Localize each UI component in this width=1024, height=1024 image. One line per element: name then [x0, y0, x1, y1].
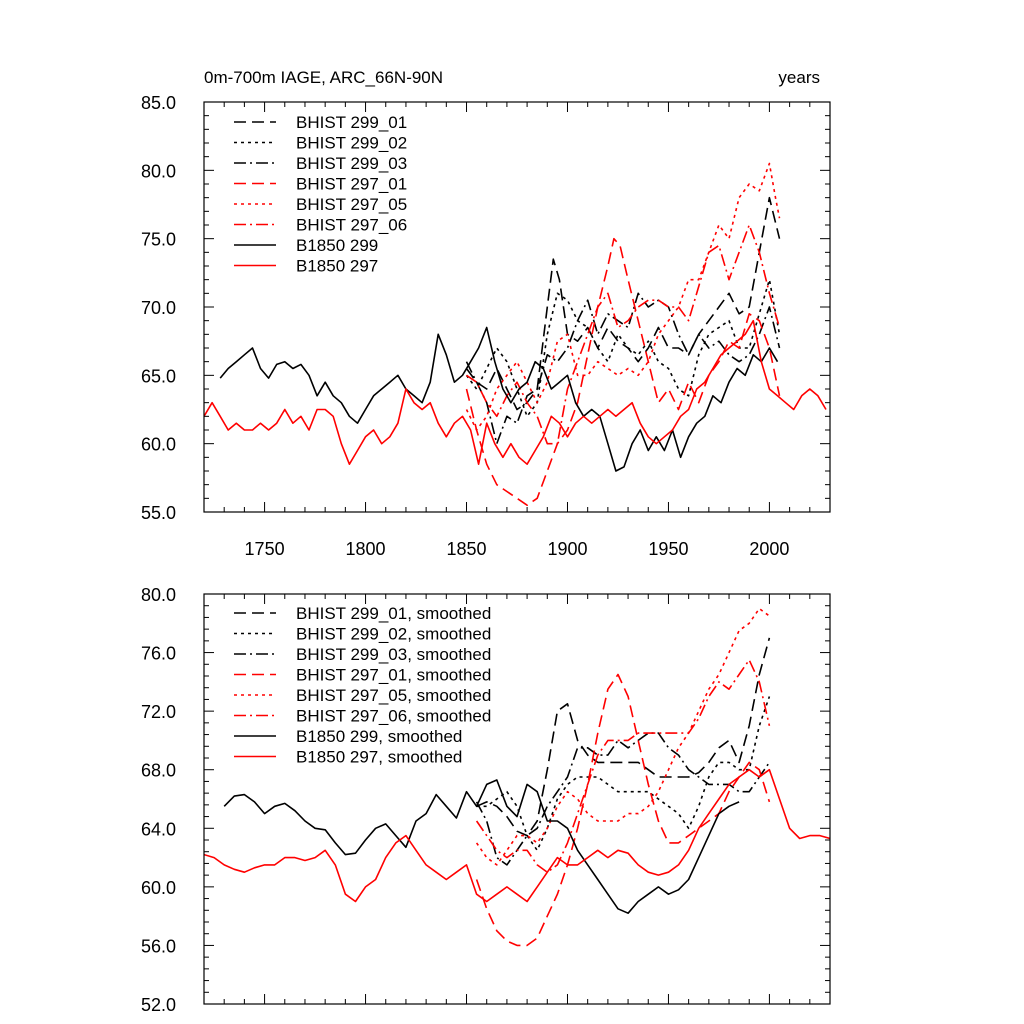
series-line-0: [465, 196, 781, 411]
legend: BHIST 299_01, smoothed BHIST 299_02, smoo…: [234, 604, 491, 767]
y-tick-label: 80.0: [141, 585, 176, 605]
axes: 52.0 56.0 60.0 64.0 68.0 72.0 76.0 80.0: [141, 585, 831, 1015]
chart-title-left: 0m-700m IAGE, ARC_66N-90N: [204, 68, 443, 87]
legend-entry: B1850 297, smoothed: [234, 748, 462, 767]
x-tick-label: 2000: [749, 539, 789, 559]
series-line-4: [465, 162, 781, 431]
legend-entry: BHIST 297_01: [234, 175, 407, 194]
series-line-1: [476, 696, 771, 852]
legend-label: B1850 299: [296, 236, 378, 255]
bottom-chart: 52.0 56.0 60.0 64.0 68.0 72.0 76.0 80.0 BHIST 2…: [141, 585, 831, 1015]
x-tick-label: 1800: [346, 539, 386, 559]
top-chart: 0m-700m IAGE, ARC_66N-90N years 1750 1800…: [141, 68, 831, 559]
axes: 1750 1800 1850 1900 1950 2000 55.0 60.0 65.0 70.0…: [141, 93, 831, 559]
series-line-0: [476, 637, 771, 837]
legend-label: BHIST 299_02: [296, 134, 407, 153]
series-line-2: [465, 292, 781, 445]
plot-frame: [203, 593, 831, 1005]
legend-label: BHIST 297_06, smoothed: [296, 707, 491, 726]
y-tick-label: 76.0: [141, 644, 176, 664]
y-tick-label: 75.0: [141, 230, 176, 250]
y-tick-label: 72.0: [141, 702, 176, 722]
y-tick-label: 52.0: [141, 995, 176, 1015]
legend-entry: BHIST 299_01, smoothed: [234, 604, 491, 623]
legend-entry: BHIST 299_03: [234, 154, 407, 173]
legend-label: BHIST 299_03: [296, 154, 407, 173]
y-tick-label: 56.0: [141, 936, 176, 956]
series-line-3: [475, 673, 771, 947]
y-tick-label: 55.0: [141, 503, 176, 523]
legend-entry: B1850 299, smoothed: [234, 727, 462, 746]
x-tick-label: 1750: [245, 539, 285, 559]
legend-entry: B1850 299: [234, 236, 378, 255]
legend-entry: BHIST 299_03, smoothed: [234, 645, 491, 664]
legend-entry: BHIST 297_05, smoothed: [234, 686, 491, 705]
series-line-7: [204, 768, 830, 903]
series-line-6: [223, 779, 740, 915]
legend-label: BHIST 299_01, smoothed: [296, 604, 491, 623]
y-tick-label: 65.0: [141, 366, 176, 386]
y-tick-label: 70.0: [141, 298, 176, 318]
plot-area: [204, 607, 830, 947]
legend-entry: BHIST 297_06, smoothed: [234, 707, 491, 726]
legend-label: B1850 297: [296, 257, 378, 276]
x-tick-label: 1850: [446, 539, 486, 559]
legend-label: BHIST 297_01, smoothed: [296, 666, 491, 685]
series-line-6: [219, 326, 779, 472]
legend-entry: BHIST 299_01: [234, 113, 407, 132]
legend-label: BHIST 299_03, smoothed: [296, 645, 491, 664]
series-line-2: [475, 732, 771, 866]
x-tick-label: 1900: [547, 539, 587, 559]
legend-entry: BHIST 297_01, smoothed: [234, 666, 491, 685]
series-line-3: [465, 237, 781, 507]
legend-label: BHIST 299_02, smoothed: [296, 625, 491, 644]
legend-label: BHIST 297_05: [296, 195, 407, 214]
series-line-7: [204, 319, 827, 466]
legend-label: BHIST 297_06: [296, 216, 407, 235]
series-line-5: [475, 659, 771, 874]
y-tick-label: 60.0: [141, 435, 176, 455]
legend-entry: BHIST 297_06: [234, 216, 407, 235]
legend-label: B1850 299, smoothed: [296, 727, 462, 746]
chart-title-right: years: [778, 68, 820, 87]
y-tick-label: 85.0: [141, 93, 176, 113]
legend-label: B1850 297, smoothed: [296, 748, 462, 767]
legend-entry: B1850 297: [234, 257, 378, 276]
y-tick-label: 60.0: [141, 878, 176, 898]
plot-area: [204, 162, 827, 507]
y-tick-label: 80.0: [141, 161, 176, 181]
legend-entry: BHIST 299_02: [234, 134, 407, 153]
legend-entry: BHIST 299_02, smoothed: [234, 625, 491, 644]
legend-entry: BHIST 297_05: [234, 195, 407, 214]
y-tick-label: 64.0: [141, 819, 176, 839]
legend-label: BHIST 297_01: [296, 175, 407, 194]
legend-label: BHIST 299_01: [296, 113, 407, 132]
x-tick-label: 1950: [648, 539, 688, 559]
y-tick-label: 68.0: [141, 761, 176, 781]
series-line-1: [465, 278, 781, 418]
legend-label: BHIST 297_05, smoothed: [296, 686, 491, 705]
series-line-5: [466, 224, 781, 445]
series-line-4: [475, 607, 770, 866]
